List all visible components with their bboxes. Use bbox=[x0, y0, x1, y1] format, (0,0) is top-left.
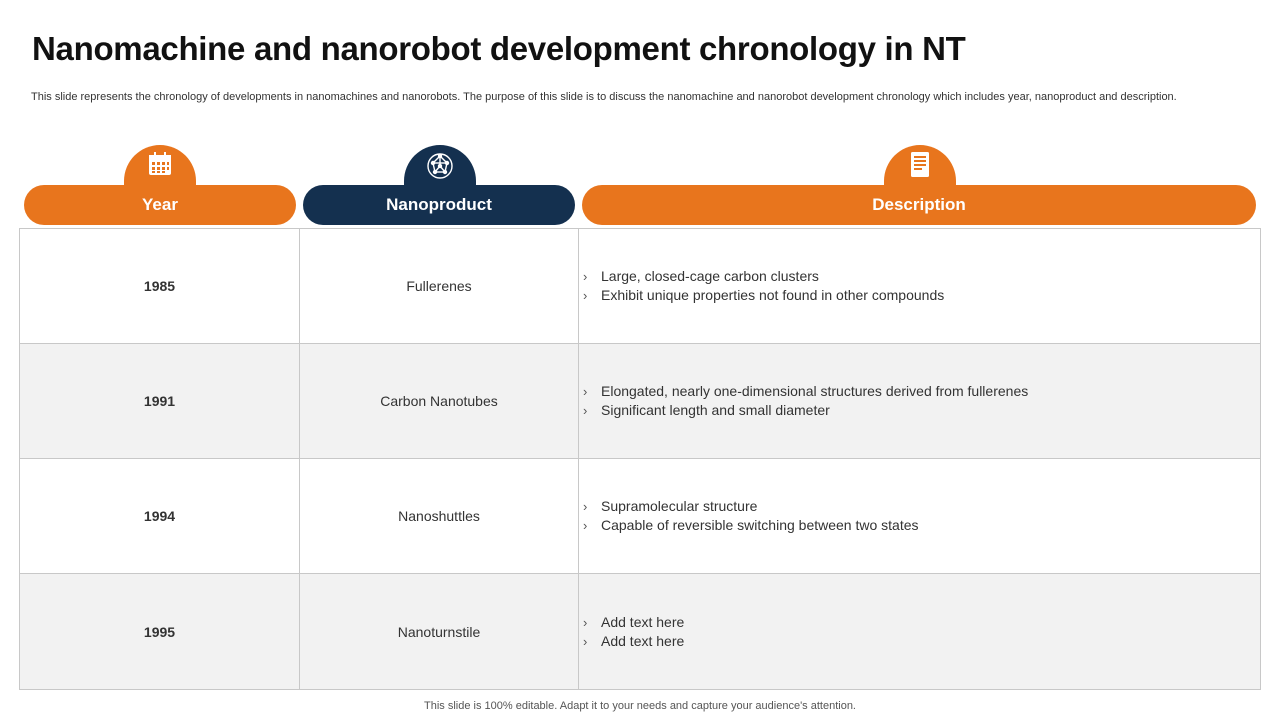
molecule-network-icon bbox=[427, 153, 453, 179]
slide-title: Nanomachine and nanorobot development ch… bbox=[32, 30, 966, 67]
bullet-item: › Elongated, nearly one-dimensional struc… bbox=[583, 382, 1028, 401]
year-cell: 1991 bbox=[20, 344, 300, 458]
bullet-item: › Supramolecular structure bbox=[583, 497, 919, 516]
bullet-text: Add text here bbox=[601, 632, 685, 649]
bullet-item: › Significant length and small diameter bbox=[583, 401, 1028, 420]
description-cell: › Large, closed-cage carbon clusters › Exh… bbox=[579, 229, 1260, 343]
chevron-right-icon: › bbox=[583, 269, 588, 284]
description-cell: › Elongated, nearly one-dimensional struc… bbox=[579, 344, 1260, 458]
bullet-text: Add text here bbox=[601, 613, 685, 630]
year-cell: 1995 bbox=[20, 574, 300, 689]
nanoproduct-cell: Nanoshuttles bbox=[300, 459, 579, 573]
nanoproduct-cell: Fullerenes bbox=[300, 229, 579, 343]
bullet-item: › Capable of reversible switching between… bbox=[583, 516, 919, 535]
bullet-item: › Large, closed-cage carbon clusters bbox=[583, 267, 944, 286]
footer-note: This slide is 100% editable. Adapt it to… bbox=[424, 700, 856, 712]
nanoproduct-cell: Nanoturnstile bbox=[300, 574, 579, 689]
bullet-text: Significant length and small diameter bbox=[601, 402, 830, 418]
bullet-list: › Add text here › Add text here bbox=[583, 613, 684, 651]
bullet-text: Elongated, nearly one-dimensional struct… bbox=[601, 383, 1029, 399]
description-header-icon-badge bbox=[884, 145, 956, 185]
chevron-right-icon: › bbox=[583, 288, 588, 303]
bullet-item: › Add text here bbox=[583, 613, 684, 632]
bullet-text: Supramolecular structure bbox=[601, 498, 758, 514]
chronology-table: 1985 Fullerenes › Large, closed-cage carb… bbox=[19, 228, 1261, 690]
bullet-text: Exhibit unique properties not found in o… bbox=[601, 287, 945, 303]
bullet-list: › Large, closed-cage carbon clusters › Exh… bbox=[583, 267, 944, 305]
chevron-right-icon: › bbox=[583, 614, 588, 630]
bullet-list: › Elongated, nearly one-dimensional struc… bbox=[583, 382, 1028, 420]
chevron-right-icon: › bbox=[583, 633, 588, 649]
chevron-right-icon: › bbox=[583, 403, 588, 418]
bullet-item: › Add text here bbox=[583, 632, 684, 651]
chevron-right-icon: › bbox=[583, 518, 588, 533]
document-icon bbox=[911, 152, 929, 177]
description-cell: › Supramolecular structure › Capable of re… bbox=[579, 459, 1260, 573]
chevron-right-icon: › bbox=[583, 384, 588, 399]
header-year: Year bbox=[24, 185, 296, 225]
table-row: 1991 Carbon Nanotubes › Elongated, nearly… bbox=[20, 344, 1260, 459]
header-nanoproduct: Nanoproduct bbox=[303, 185, 575, 225]
slide-subtitle: This slide represents the chronology of … bbox=[31, 91, 1177, 103]
year-header-icon-badge bbox=[124, 145, 196, 185]
table-row: 1995 Nanoturnstile › Add text here › Add t… bbox=[20, 574, 1260, 689]
bullet-text: Capable of reversible switching between … bbox=[601, 517, 919, 533]
chevron-right-icon: › bbox=[583, 499, 588, 514]
table-row: 1985 Fullerenes › Large, closed-cage carb… bbox=[20, 229, 1260, 344]
bullet-list: › Supramolecular structure › Capable of re… bbox=[583, 497, 919, 535]
year-cell: 1985 bbox=[20, 229, 300, 343]
year-cell: 1994 bbox=[20, 459, 300, 573]
header-description: Description bbox=[582, 185, 1256, 225]
description-cell: › Add text here › Add text here bbox=[579, 574, 1260, 689]
nanoproduct-header-icon-badge bbox=[404, 145, 476, 185]
bullet-text: Large, closed-cage carbon clusters bbox=[601, 268, 819, 284]
nanoproduct-cell: Carbon Nanotubes bbox=[300, 344, 579, 458]
table-row: 1994 Nanoshuttles › Supramolecular struct… bbox=[20, 459, 1260, 574]
bullet-item: › Exhibit unique properties not found in … bbox=[583, 286, 944, 305]
calendar-icon bbox=[149, 152, 171, 175]
